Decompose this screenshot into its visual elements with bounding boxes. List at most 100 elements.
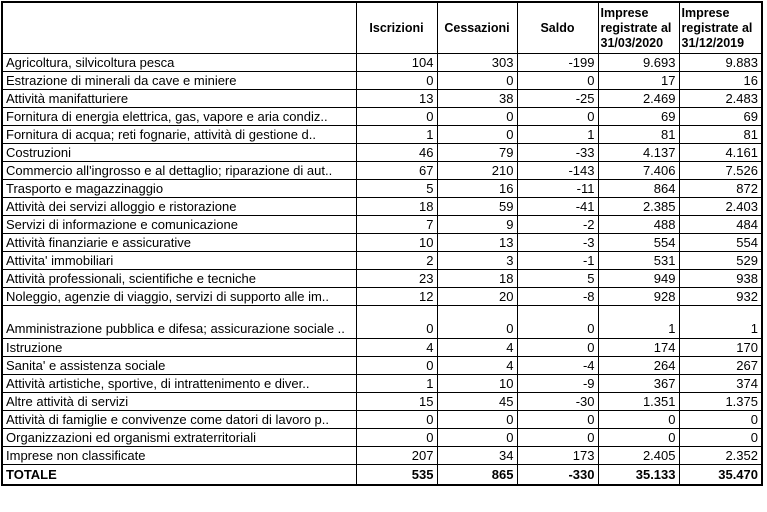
cell-value: 7.406: [597, 161, 680, 180]
row-label: Attività artistiche, sportive, di intrat…: [1, 374, 357, 393]
cell-value: 16: [678, 71, 763, 90]
cell-value: 267: [678, 356, 763, 375]
cell-value: -330: [516, 464, 599, 486]
header-saldo: Saldo: [516, 1, 599, 54]
row-label: Sanita' e assistenza sociale: [1, 356, 357, 375]
table-row: Attività manifatturiere 13 38 -25 2.469 2.483: [1, 89, 763, 108]
table-row: Costruzioni 46 79 -33 4.137 4.161: [1, 143, 763, 162]
cell-value: 0: [516, 305, 599, 339]
cell-value: 865: [436, 464, 518, 486]
row-label: Fornitura di energia elettrica, gas, vap…: [1, 107, 357, 126]
header-row: Iscrizioni Cessazioni Saldo Imprese regi…: [1, 1, 763, 54]
cell-value: 69: [678, 107, 763, 126]
cell-value: 0: [516, 71, 599, 90]
cell-value: 0: [436, 125, 518, 144]
cell-value: 207: [355, 446, 438, 465]
cell-value: 0: [678, 428, 763, 447]
table-row: Attività di famiglie e convivenze come d…: [1, 410, 763, 429]
cell-value: 34: [436, 446, 518, 465]
cell-value: 9.693: [597, 53, 680, 72]
cell-value: 2: [355, 251, 438, 270]
cell-value: 1: [355, 374, 438, 393]
cell-value: 79: [436, 143, 518, 162]
cell-value: -1: [516, 251, 599, 270]
cell-value: 0: [436, 428, 518, 447]
table-row: Attivita' immobiliari 2 3 -1 531 529: [1, 251, 763, 270]
cell-value: 5: [516, 269, 599, 288]
cell-value: 0: [516, 338, 599, 357]
cell-value: 0: [436, 71, 518, 90]
cell-value: 104: [355, 53, 438, 72]
cell-value: 5: [355, 179, 438, 198]
cell-value: -33: [516, 143, 599, 162]
row-label: Noleggio, agenzie di viaggio, servizi di…: [1, 287, 357, 306]
cell-value: 488: [597, 215, 680, 234]
row-label: Costruzioni: [1, 143, 357, 162]
cell-value: 46: [355, 143, 438, 162]
cell-value: 13: [436, 233, 518, 252]
cell-value: 67: [355, 161, 438, 180]
cell-value: 0: [355, 410, 438, 429]
cell-value: 17: [597, 71, 680, 90]
cell-value: 4.161: [678, 143, 763, 162]
cell-value: 18: [436, 269, 518, 288]
table-row: Commercio all'ingrosso e al dettaglio; r…: [1, 161, 763, 180]
cell-value: 7: [355, 215, 438, 234]
cell-value: 0: [355, 71, 438, 90]
cell-value: 949: [597, 269, 680, 288]
cell-value: 1.375: [678, 392, 763, 411]
row-label: Commercio all'ingrosso e al dettaglio; r…: [1, 161, 357, 180]
cell-value: -2: [516, 215, 599, 234]
cell-value: 938: [678, 269, 763, 288]
cell-value: 15: [355, 392, 438, 411]
cell-value: 0: [355, 428, 438, 447]
cell-value: -143: [516, 161, 599, 180]
cell-value: -3: [516, 233, 599, 252]
table-row: Imprese non classificate 207 34 173 2.405 2.3…: [1, 446, 763, 465]
cell-value: 18: [355, 197, 438, 216]
cell-value: 81: [597, 125, 680, 144]
cell-value: 2.352: [678, 446, 763, 465]
cell-value: -8: [516, 287, 599, 306]
header-iscrizioni: Iscrizioni: [355, 1, 438, 54]
cell-value: 4.137: [597, 143, 680, 162]
cell-value: 0: [436, 107, 518, 126]
cell-value: 2.403: [678, 197, 763, 216]
table-row: Estrazione di minerali da cave e miniere…: [1, 71, 763, 90]
table-container: Iscrizioni Cessazioni Saldo Imprese regi…: [1, 1, 763, 486]
row-label: Organizzazioni ed organismi extraterrito…: [1, 428, 357, 447]
table-row: Attività artistiche, sportive, di intrat…: [1, 374, 763, 393]
cell-value: 531: [597, 251, 680, 270]
cell-value: 12: [355, 287, 438, 306]
cell-value: 4: [436, 338, 518, 357]
cell-value: 864: [597, 179, 680, 198]
table-row: Istruzione 4 4 0 174 170: [1, 338, 763, 357]
cell-value: 2.385: [597, 197, 680, 216]
table-row: Attività professionali, scientifiche e t…: [1, 269, 763, 288]
cell-value: 2.405: [597, 446, 680, 465]
cell-value: 0: [597, 410, 680, 429]
header-imprese-registrate-2019: Imprese registrate al 31/12/2019: [678, 1, 763, 54]
cell-value: 9: [436, 215, 518, 234]
cell-value: 0: [597, 428, 680, 447]
table-row: Trasporto e magazzinaggio 5 16 -11 864 872: [1, 179, 763, 198]
cell-value: -25: [516, 89, 599, 108]
cell-value: 303: [436, 53, 518, 72]
cell-value: -11: [516, 179, 599, 198]
cell-value: -9: [516, 374, 599, 393]
cell-value: 484: [678, 215, 763, 234]
total-row: TOTALE 535 865 -330 35.133 35.470: [1, 464, 763, 486]
row-label: Fornitura di acqua; reti fognarie, attiv…: [1, 125, 357, 144]
cell-value: 170: [678, 338, 763, 357]
header-imprese-registrate-2020: Imprese registrate al 31/03/2020: [597, 1, 680, 54]
cell-value: 0: [516, 107, 599, 126]
row-label: Altre attività di servizi: [1, 392, 357, 411]
header-sector-empty: [1, 1, 357, 54]
header-cessazioni: Cessazioni: [436, 1, 518, 54]
cell-value: 554: [678, 233, 763, 252]
cell-value: 0: [355, 305, 438, 339]
cell-value: 173: [516, 446, 599, 465]
table-row: Servizi di informazione e comunicazione 7…: [1, 215, 763, 234]
cell-value: 554: [597, 233, 680, 252]
cell-value: 16: [436, 179, 518, 198]
